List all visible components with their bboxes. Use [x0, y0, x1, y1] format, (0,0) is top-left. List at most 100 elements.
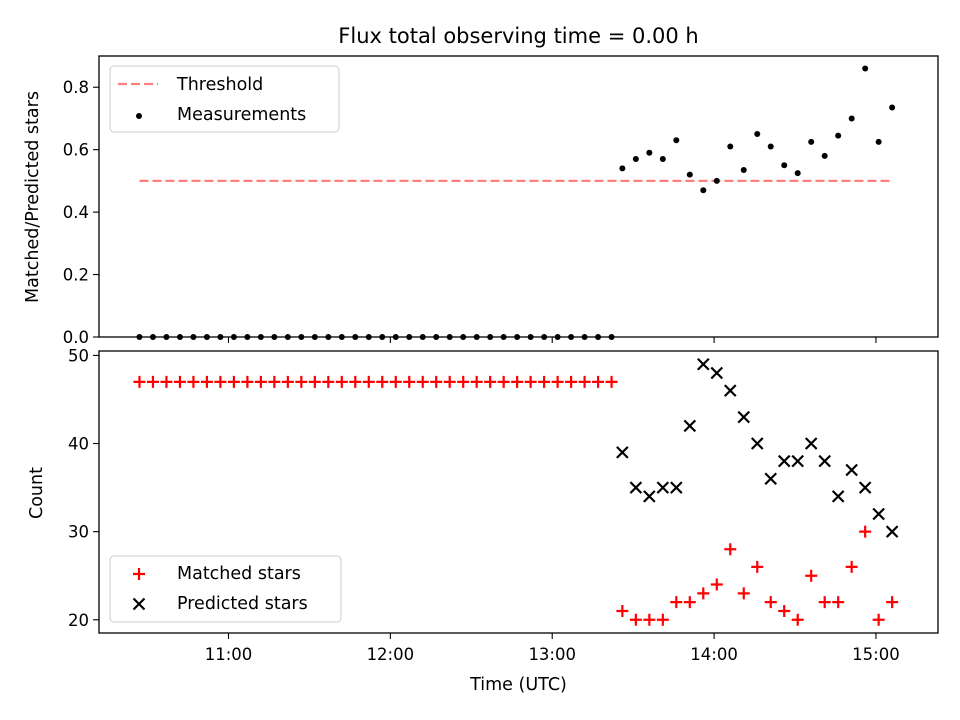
measurement-point [646, 149, 653, 156]
count-x-tick-label: 13:00 [528, 645, 576, 664]
measurement-point [686, 171, 693, 178]
measurement-point [835, 132, 842, 139]
predicted-star-point [710, 366, 724, 380]
matched-star-point [751, 560, 764, 573]
matched-star-point [389, 375, 402, 388]
matched-star-point [362, 375, 375, 388]
predicted-legend-label: Predicted stars [177, 594, 308, 614]
count-y-tick-label: 40 [68, 435, 89, 454]
count-x-tick-label: 11:00 [205, 645, 253, 664]
count-y-tick-label: 50 [68, 346, 89, 365]
matched-star-point [133, 375, 146, 388]
matched-star-point [430, 375, 443, 388]
count-data-marks [133, 357, 899, 626]
matched-star-point [376, 375, 389, 388]
matched-star-point [778, 604, 791, 617]
matched-star-point [683, 596, 696, 609]
count-x-axis-label: Time (UTC) [469, 675, 567, 695]
matched-star-point [254, 375, 267, 388]
count-axis-ticks: 20 30 40 50 11:00 12:00 13:00 14:00 15:00 [68, 346, 900, 664]
matched-star-point [670, 596, 683, 609]
matched-star-point [241, 375, 254, 388]
count-legend: Matched stars Predicted stars [109, 555, 342, 623]
matched-star-point [697, 587, 710, 600]
measurement-point [740, 166, 747, 173]
matched-legend-swatch [133, 568, 145, 580]
matched-star-point [335, 375, 348, 388]
count-legend-box [109, 555, 342, 623]
measurement-point [700, 187, 707, 194]
measurement-legend-label: Measurements [177, 105, 306, 125]
matched-star-point [724, 543, 737, 556]
count-y-tick-label: 30 [68, 523, 89, 542]
count-y-axis-label: Count [27, 467, 47, 519]
matched-star-point [403, 375, 416, 388]
predicted-star-point [764, 472, 778, 486]
matched-star-point [710, 578, 723, 591]
matched-star-point [832, 596, 845, 609]
predicted-star-point [831, 490, 845, 503]
ratio-data-marks [136, 65, 896, 340]
predicted-star-point [818, 454, 831, 468]
matched-star-point [160, 375, 173, 388]
measurement-point [808, 138, 815, 145]
predicted-star-point [845, 463, 858, 477]
matched-star-point [764, 596, 777, 609]
matched-star-point [605, 375, 618, 388]
matched-star-point [484, 375, 497, 388]
predicted-star-point [872, 507, 885, 521]
matched-star-point [629, 613, 642, 626]
measurement-point [767, 143, 774, 150]
count-x-tick-label: 12:00 [367, 645, 415, 664]
predicted-star-point [804, 437, 818, 450]
measurement-point [848, 115, 855, 122]
count-x-tick-label: 14:00 [690, 645, 738, 664]
measurement-legend-swatch [136, 113, 142, 119]
predicted-star-point [791, 454, 804, 468]
matched-star-point [845, 560, 858, 573]
ratio-panel-frame [98, 55, 939, 338]
matched-star-point [656, 613, 669, 626]
matched-star-point [551, 375, 564, 388]
predicted-star-point [656, 481, 670, 494]
measurement-point [713, 177, 720, 184]
matched-star-point [214, 375, 227, 388]
predicted-star-point [858, 481, 872, 494]
matched-star-point [592, 375, 605, 388]
measurement-point [673, 137, 680, 144]
matched-star-point [416, 375, 429, 388]
predicted-star-point [750, 437, 764, 450]
matched-star-point [443, 375, 456, 388]
count-y-tick-label: 20 [68, 611, 89, 630]
measurement-point [727, 143, 734, 150]
matched-star-point [322, 375, 335, 388]
matched-star-point [227, 375, 240, 388]
predicted-star-point [723, 384, 737, 397]
predicted-star-point [697, 357, 710, 371]
matched-star-point [281, 375, 294, 388]
measurement-point [754, 131, 761, 138]
matched-star-point [173, 375, 186, 388]
predicted-star-point [616, 446, 629, 459]
ratio-y-ticks: 0.0 0.2 0.4 0.6 0.8 [63, 78, 877, 347]
measurement-point [632, 156, 639, 163]
matched-star-point [511, 375, 524, 388]
predicted-star-point [885, 525, 899, 538]
threshold-legend-label: Threshold [176, 75, 263, 95]
matched-star-point [457, 375, 470, 388]
matched-legend-label: Matched stars [177, 564, 301, 584]
matched-star-point [146, 375, 159, 388]
measurement-point [659, 156, 666, 163]
predicted-star-point [737, 410, 751, 424]
count-x-tick-label: 15:00 [852, 645, 900, 664]
measurement-point [619, 165, 626, 172]
matched-star-point [818, 596, 831, 609]
matched-star-point [349, 375, 362, 388]
matched-star-point [872, 613, 885, 626]
ratio-y-tick-label: 0.2 [63, 266, 89, 285]
matched-star-point [886, 596, 899, 609]
matched-star-point [565, 375, 578, 388]
matched-star-point [470, 375, 483, 388]
count-panel-frame [98, 350, 939, 634]
